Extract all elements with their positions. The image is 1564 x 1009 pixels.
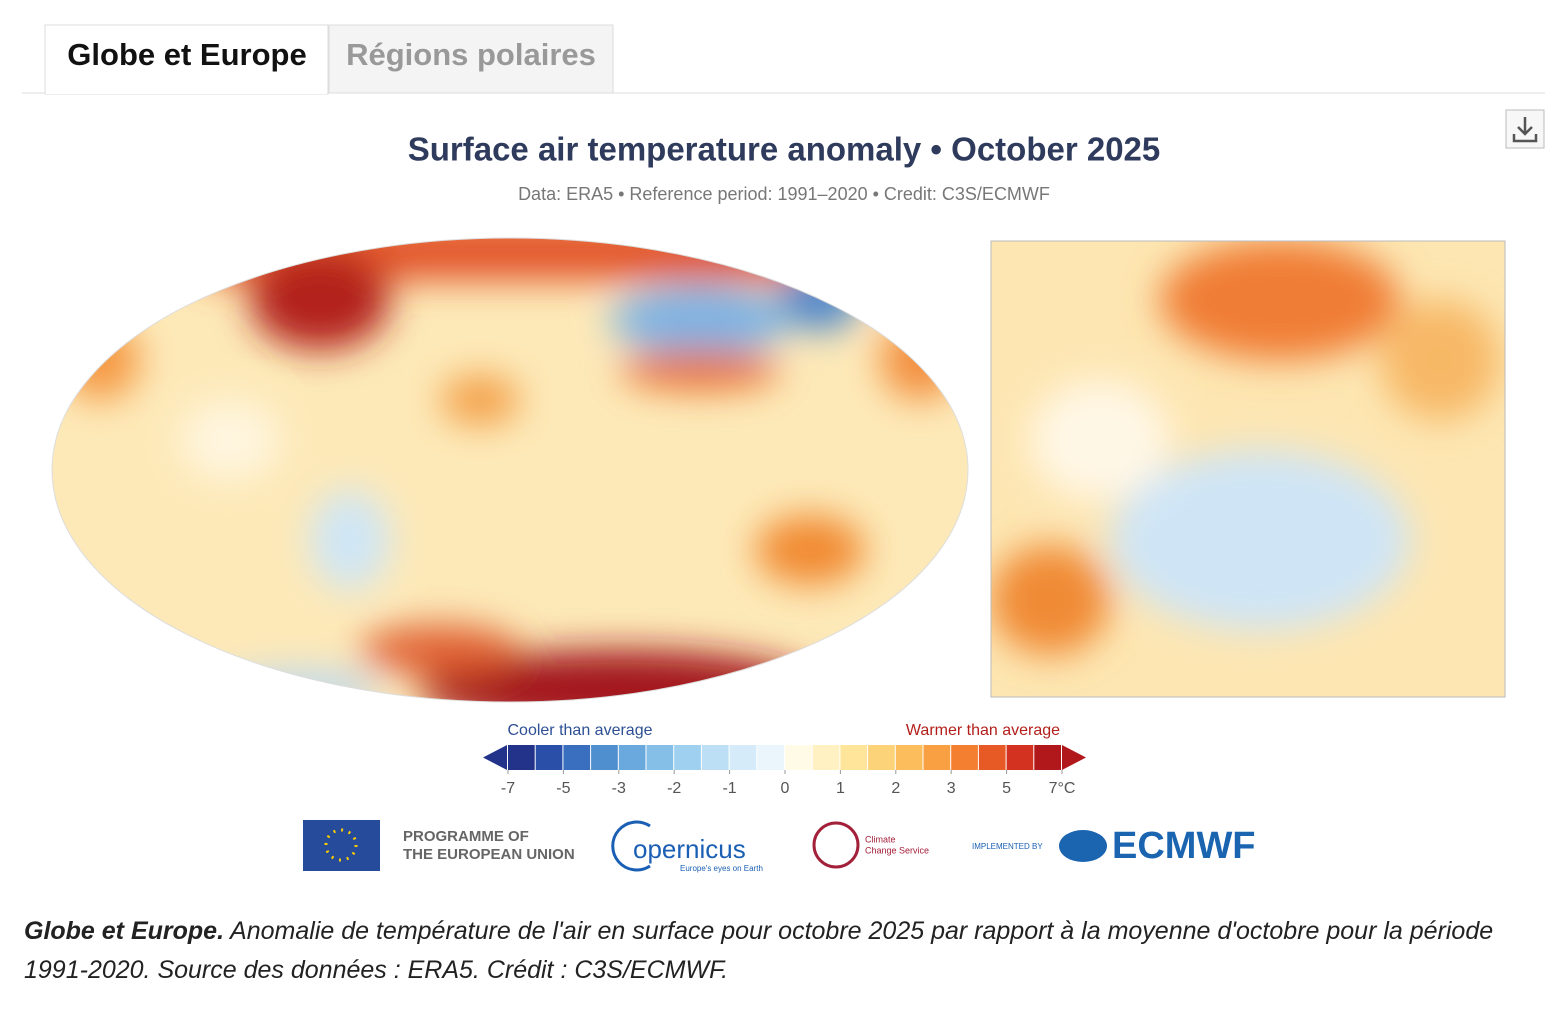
legend-cool: Cooler than average [508,722,653,739]
tab[interactable] [328,24,614,94]
logo-text: Change Service [865,845,929,855]
colorbar-swatch [591,745,618,770]
colorbar-swatch [785,745,812,770]
colorbar-swatch [701,745,729,770]
colorbar-swatch [1034,745,1061,770]
colorbar-swatch [923,745,951,770]
colorbar-swatch [535,745,563,770]
tick-label: 0 [781,780,790,797]
tick-label: -5 [556,780,570,797]
tick-label: -2 [667,780,681,797]
caption: Globe et Europe. Anomalie de température… [24,912,1539,990]
colorbar-swatch [812,745,840,770]
tab-active[interactable] [44,24,329,95]
logo-text: IMPLEMENTED BY [972,842,1043,851]
download-icon [1512,117,1538,143]
ecmwf-mark [1059,830,1107,862]
colorbar-swatch [951,745,978,770]
colorbar-swatch [895,745,923,770]
tab-label[interactable]: Régions polaires [346,37,596,72]
copernicus-c [611,820,651,872]
europe-outline [990,240,1506,698]
europe-map [991,241,1505,697]
colorbar-swatch [646,745,674,770]
logo-text: Europe's eyes on Earth [680,864,763,873]
colorbar-arrow [1062,745,1086,770]
colorbar-swatch [563,745,591,770]
logo-text: Climate [865,834,896,844]
tick-label: 3 [947,780,956,797]
tick-label: 2 [891,780,900,797]
chart-panel: Globe et Europe Régions polaires Surface… [22,24,1545,873]
caption-text: Anomalie de température de l'air en surf… [24,917,1494,984]
globe-map [52,238,968,702]
eu-stars [324,828,358,862]
colorbar-swatch [618,745,646,770]
colorbar-swatch [1006,745,1034,770]
eu-flag [303,820,380,871]
tick-label: -1 [722,780,736,797]
tab-label[interactable]: Globe et Europe [67,37,306,72]
chart-subtitle: Data: ERA5 • Reference period: 1991–2020… [518,184,1050,204]
colorbar-swatch [757,745,784,770]
colorbar-swatch [508,745,535,770]
tick-label: 7°C [1049,780,1076,797]
logo-text: PROGRAMME OF [403,828,529,845]
colorbar-swatch [868,745,895,770]
colorbar-swatch [840,745,868,770]
globe-outline [51,237,969,703]
colorbar-swatch [674,745,701,770]
c3s-logo [812,821,860,869]
logo-text: ECMWF [1112,825,1256,867]
legend-warm: Warmer than average [906,722,1060,739]
logo-text: THE EUROPEAN UNION [403,846,575,863]
caption-bold: Globe et Europe. [24,917,225,945]
logo-text: opernicus [633,834,746,864]
colorbar-arrow [483,745,507,770]
tick-label: -3 [612,780,626,797]
tick-label: 1 [836,780,845,797]
colorbar-swatch [978,745,1006,770]
tick-label: -7 [501,780,515,797]
colorbar-swatch [729,745,757,770]
chart-title: Surface air temperature anomaly • Octobe… [408,131,1161,168]
tick-label: 5 [1002,780,1011,797]
